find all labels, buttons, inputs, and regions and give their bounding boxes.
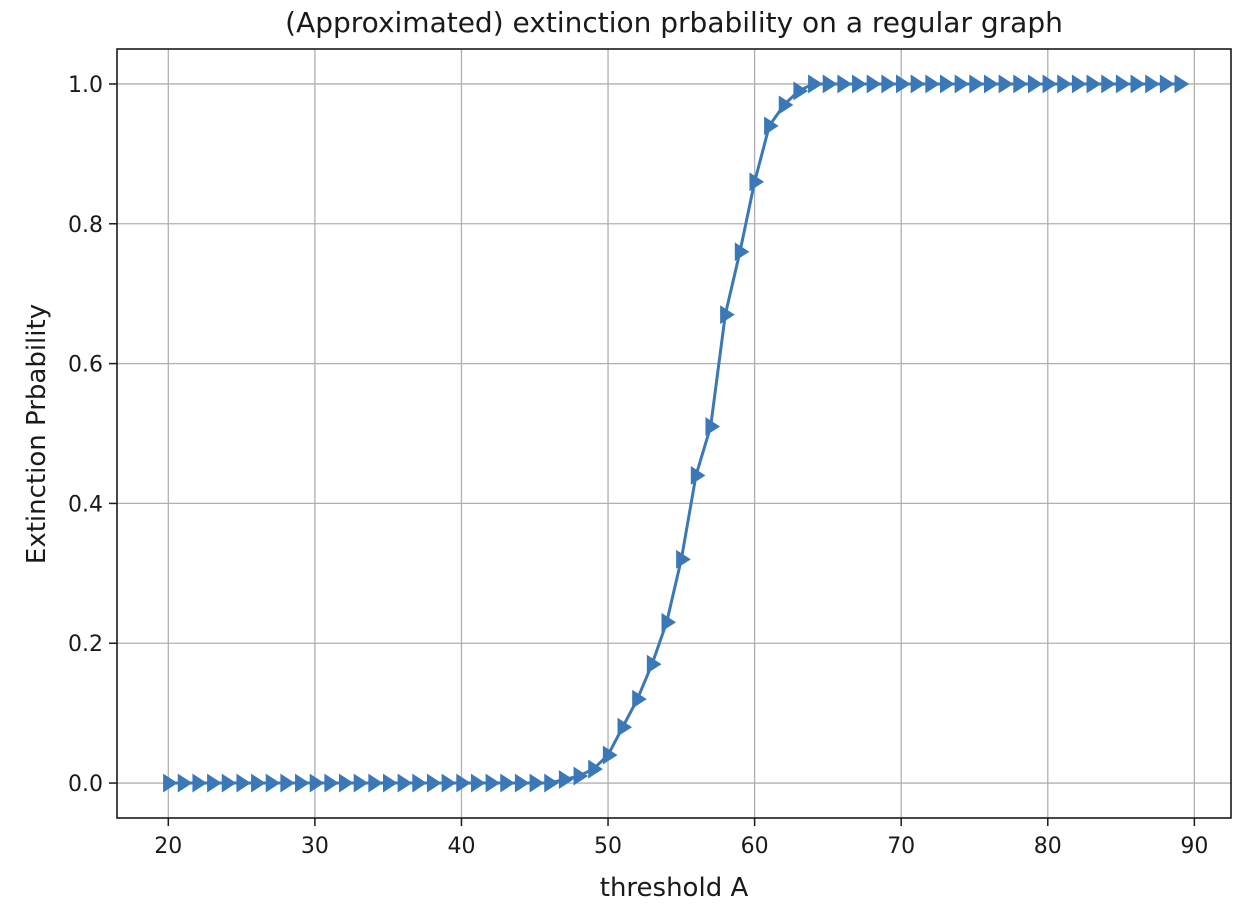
data-point-marker: [192, 773, 208, 793]
data-point-marker: [588, 759, 603, 779]
data-point-marker: [793, 81, 809, 101]
data-point-marker: [808, 74, 823, 94]
data-point-marker: [544, 773, 559, 793]
data-point-marker: [236, 773, 252, 793]
data-point-marker: [1159, 74, 1175, 94]
data-point-marker: [324, 773, 339, 793]
y-axis-label: Extinction Prbability: [22, 304, 52, 564]
grid-lines: [117, 49, 1231, 818]
data-point-marker: [690, 466, 706, 485]
data-point-marker: [280, 773, 295, 793]
axis-ticks: 20 30 40 50 60 70 80 90 0.0 0.2 0.4 0.6 0.8 1.0: [68, 73, 1208, 859]
data-point-marker: [822, 74, 838, 94]
y-tick-label: 0.2: [68, 632, 103, 657]
x-tick-label: 80: [1034, 834, 1062, 859]
y-tick-label: 0.0: [68, 772, 103, 797]
data-point-marker: [265, 773, 281, 793]
data-point-marker: [998, 74, 1014, 94]
data-point-marker: [749, 172, 765, 192]
data-point-marker: [1130, 74, 1146, 94]
data-point-marker: [837, 74, 852, 94]
data-point-marker: [382, 773, 398, 793]
data-point-marker: [251, 773, 266, 793]
data-point-marker: [426, 773, 442, 793]
data-point-marker: [397, 773, 413, 793]
data-point-marker: [368, 773, 383, 793]
y-tick-label: 1.0: [68, 73, 103, 98]
data-point-marker: [617, 717, 633, 737]
data-point-marker: [1101, 74, 1116, 94]
data-point-marker: [1057, 74, 1072, 94]
y-tick-label: 0.6: [68, 353, 103, 378]
chart-title: (Approximated) extinction prbability on …: [285, 6, 1063, 39]
data-point-marker: [207, 773, 222, 793]
x-tick-label: 50: [594, 834, 622, 859]
data-point-marker: [163, 773, 178, 793]
data-point-marker: [1027, 74, 1043, 94]
data-point-marker: [705, 417, 721, 436]
data-point-marker: [954, 74, 970, 94]
data-point-marker: [470, 773, 486, 793]
y-tick-label: 0.4: [68, 492, 103, 517]
data-point-marker: [177, 773, 193, 793]
data-point-marker: [309, 773, 325, 793]
x-tick-label: 60: [741, 834, 769, 859]
data-point-marker: [529, 773, 545, 793]
series-line: [166, 82, 1182, 785]
x-tick-label: 30: [301, 834, 329, 859]
data-point-marker: [866, 74, 882, 94]
data-point-marker: [1042, 74, 1058, 94]
data-point-marker: [910, 74, 926, 94]
data-point-marker: [881, 74, 896, 94]
data-point-marker: [1071, 74, 1087, 94]
data-point-marker: [720, 305, 735, 325]
data-point-marker: [500, 773, 515, 793]
data-point-marker: [1013, 74, 1028, 94]
data-point-marker: [734, 242, 750, 262]
x-axis-label: threshold A: [600, 873, 749, 903]
series-layer: [163, 74, 1190, 793]
data-point-marker: [764, 116, 779, 136]
x-tick-label: 90: [1180, 834, 1208, 859]
y-tick-label: 0.8: [68, 213, 103, 238]
x-tick-label: 40: [447, 834, 475, 859]
data-point-marker: [456, 773, 471, 793]
data-point-marker: [632, 689, 647, 709]
data-point-marker: [441, 773, 457, 793]
data-point-marker: [339, 773, 354, 793]
data-point-marker: [353, 773, 369, 793]
data-point-marker: [896, 74, 911, 94]
x-tick-label: 20: [154, 834, 182, 859]
data-point-marker: [983, 74, 999, 94]
data-point-marker: [1115, 74, 1131, 94]
data-point-marker: [969, 74, 984, 94]
data-point-marker: [1174, 74, 1190, 94]
data-point-marker: [778, 95, 794, 115]
data-point-marker: [573, 766, 589, 786]
data-point-marker: [661, 612, 677, 632]
data-point-marker: [558, 770, 574, 789]
data-point-marker: [925, 74, 940, 94]
data-point-marker: [676, 549, 691, 569]
data-point-marker: [485, 773, 501, 793]
x-tick-label: 70: [887, 834, 915, 859]
data-point-marker: [852, 74, 867, 94]
data-point-marker: [1145, 74, 1160, 94]
data-point-marker: [221, 773, 237, 793]
data-point-marker: [939, 74, 955, 94]
data-point-marker: [514, 773, 530, 793]
plot-frame: [116, 48, 1232, 819]
data-point-marker: [602, 745, 618, 765]
data-point-marker: [1086, 74, 1102, 94]
data-point-marker: [295, 773, 310, 793]
data-point-marker: [646, 654, 662, 674]
data-point-marker: [412, 773, 427, 793]
